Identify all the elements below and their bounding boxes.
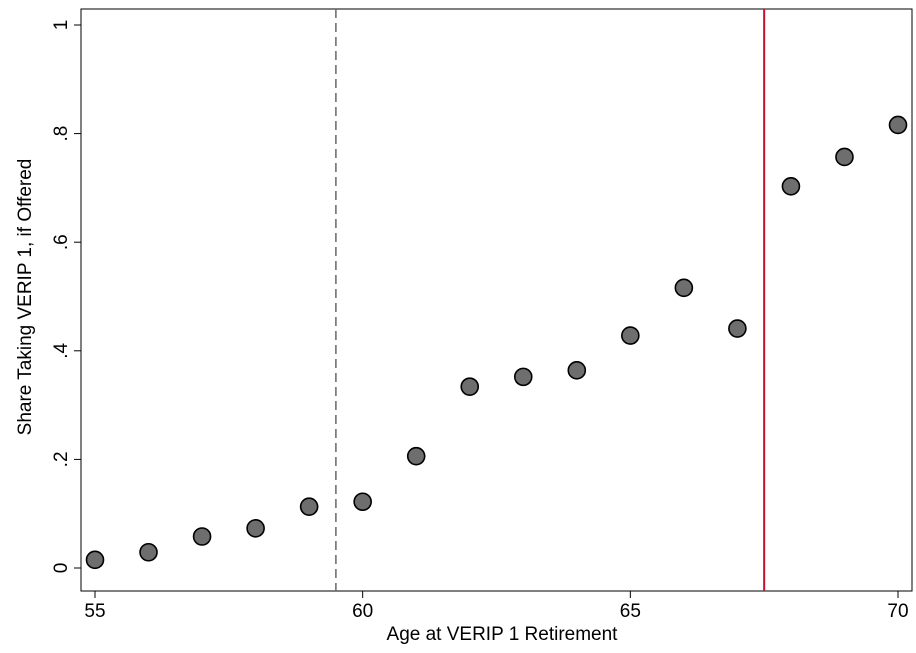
data-point [674, 278, 694, 298]
x-axis-title: Age at VERIP 1 Retirement [387, 624, 619, 645]
x-tick-label: 60 [352, 601, 373, 622]
data-point [781, 176, 801, 196]
y-tick-label: .8 [51, 126, 72, 142]
data-point [835, 147, 854, 167]
data-points [85, 115, 908, 570]
data-point [460, 377, 480, 396]
x-axis: 55 60 65 70 [84, 591, 909, 622]
x-tick-label: 55 [84, 601, 105, 622]
y-axis-title: Share Taking VERIP 1, if Offered [15, 159, 36, 436]
y-tick-label: .6 [51, 234, 72, 250]
data-point [406, 446, 426, 466]
y-tick-label: .2 [51, 451, 72, 467]
data-point [513, 367, 533, 387]
data-point [728, 319, 747, 338]
data-point [621, 326, 640, 345]
data-point [299, 497, 319, 516]
y-axis: 0 .2 .4 .6 .8 1 [51, 20, 81, 574]
reference-lines [335, 9, 766, 591]
data-point [139, 542, 158, 562]
plot-frame [80, 8, 913, 592]
y-tick-label: 1 [51, 20, 72, 31]
data-point [246, 519, 265, 538]
data-point [888, 115, 908, 135]
data-point [85, 550, 105, 570]
y-tick-label: .4 [51, 342, 72, 358]
x-tick-label: 65 [620, 601, 641, 622]
data-point [567, 361, 587, 380]
data-point [353, 492, 372, 512]
data-point [192, 527, 212, 546]
x-tick-label: 70 [887, 601, 908, 622]
y-tick-label: 0 [51, 563, 72, 574]
